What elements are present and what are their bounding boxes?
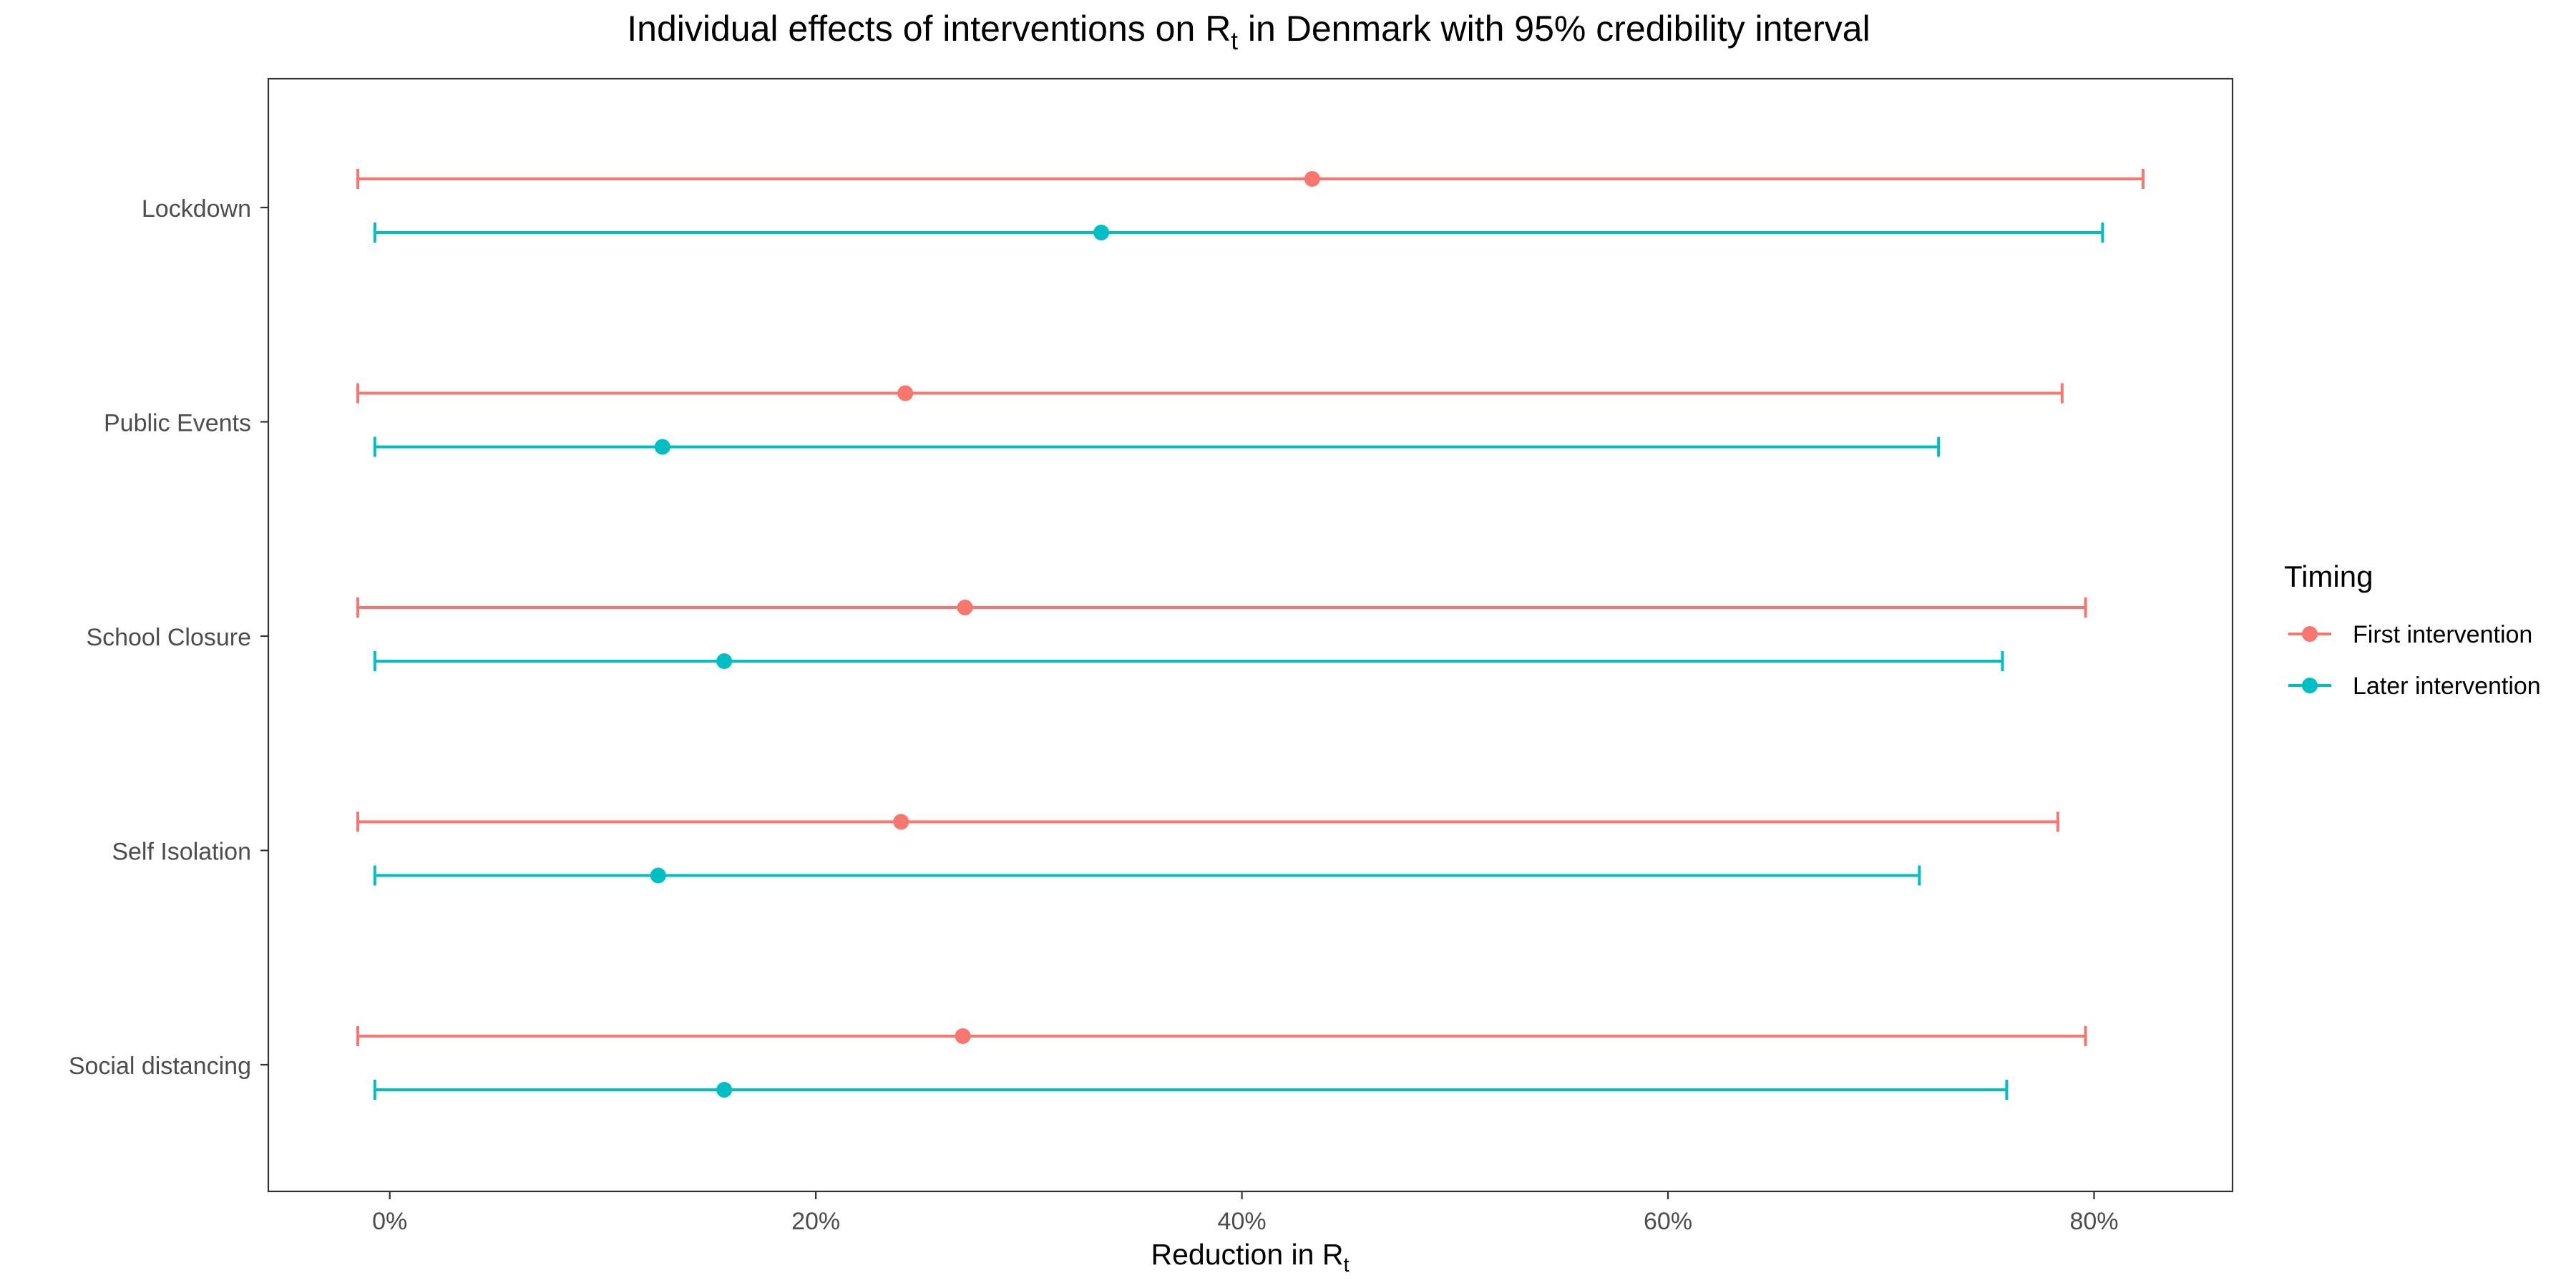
mean-point	[716, 653, 733, 669]
error-bar	[356, 811, 2059, 832]
error-bar	[356, 169, 2145, 189]
x-tick-label: 0%	[372, 1208, 407, 1235]
error-bar	[373, 223, 2104, 243]
plot-panel	[267, 77, 2234, 1193]
mean-point	[1093, 225, 1110, 240]
y-axis: Lockdown Public Events School Closure Self …	[69, 195, 268, 1080]
y-tick-label: Public Events	[104, 410, 251, 437]
chart-title: Individual effects of interventions on R…	[627, 9, 1870, 55]
y-tick-label: Self Isolation	[112, 839, 251, 866]
legend-item: First intervention	[2288, 621, 2532, 648]
mean-point	[955, 1028, 971, 1044]
mean-point	[716, 1082, 733, 1098]
error-bar	[373, 1080, 2009, 1100]
legend-key-point	[2302, 678, 2318, 693]
x-tick-label: 80%	[2069, 1208, 2118, 1235]
mean-point	[897, 385, 914, 401]
mean-point	[893, 814, 909, 830]
error-bar	[356, 383, 2064, 404]
x-tick-label: 60%	[1644, 1208, 1692, 1235]
chart-marks	[356, 169, 2145, 1100]
y-tick-label: Social distancing	[69, 1053, 251, 1080]
legend: Timing First intervention Later intervent…	[2284, 560, 2541, 700]
legend-item: Later intervention	[2288, 673, 2541, 700]
legend-label: First intervention	[2353, 621, 2532, 648]
y-tick-label: Lockdown	[142, 195, 251, 223]
x-tick-label: 20%	[791, 1208, 840, 1235]
mean-point	[650, 867, 666, 884]
mean-point	[1304, 171, 1320, 187]
error-bar	[356, 597, 2087, 618]
error-bar	[373, 436, 1941, 457]
error-bar	[356, 1026, 2087, 1046]
legend-key-point	[2302, 626, 2318, 642]
mean-point	[957, 600, 973, 615]
mean-point	[654, 439, 670, 455]
x-axis-label: Reduction in Rt	[1151, 1238, 1350, 1277]
error-bar	[373, 651, 2004, 671]
legend-label: Later intervention	[2353, 673, 2541, 700]
legend-title: Timing	[2284, 560, 2373, 593]
y-tick-label: School Closure	[86, 624, 251, 651]
x-axis: 0% 20% 40% 60% 80%	[372, 1191, 2119, 1235]
x-tick-label: 40%	[1218, 1208, 1267, 1235]
error-bar	[373, 865, 1921, 886]
